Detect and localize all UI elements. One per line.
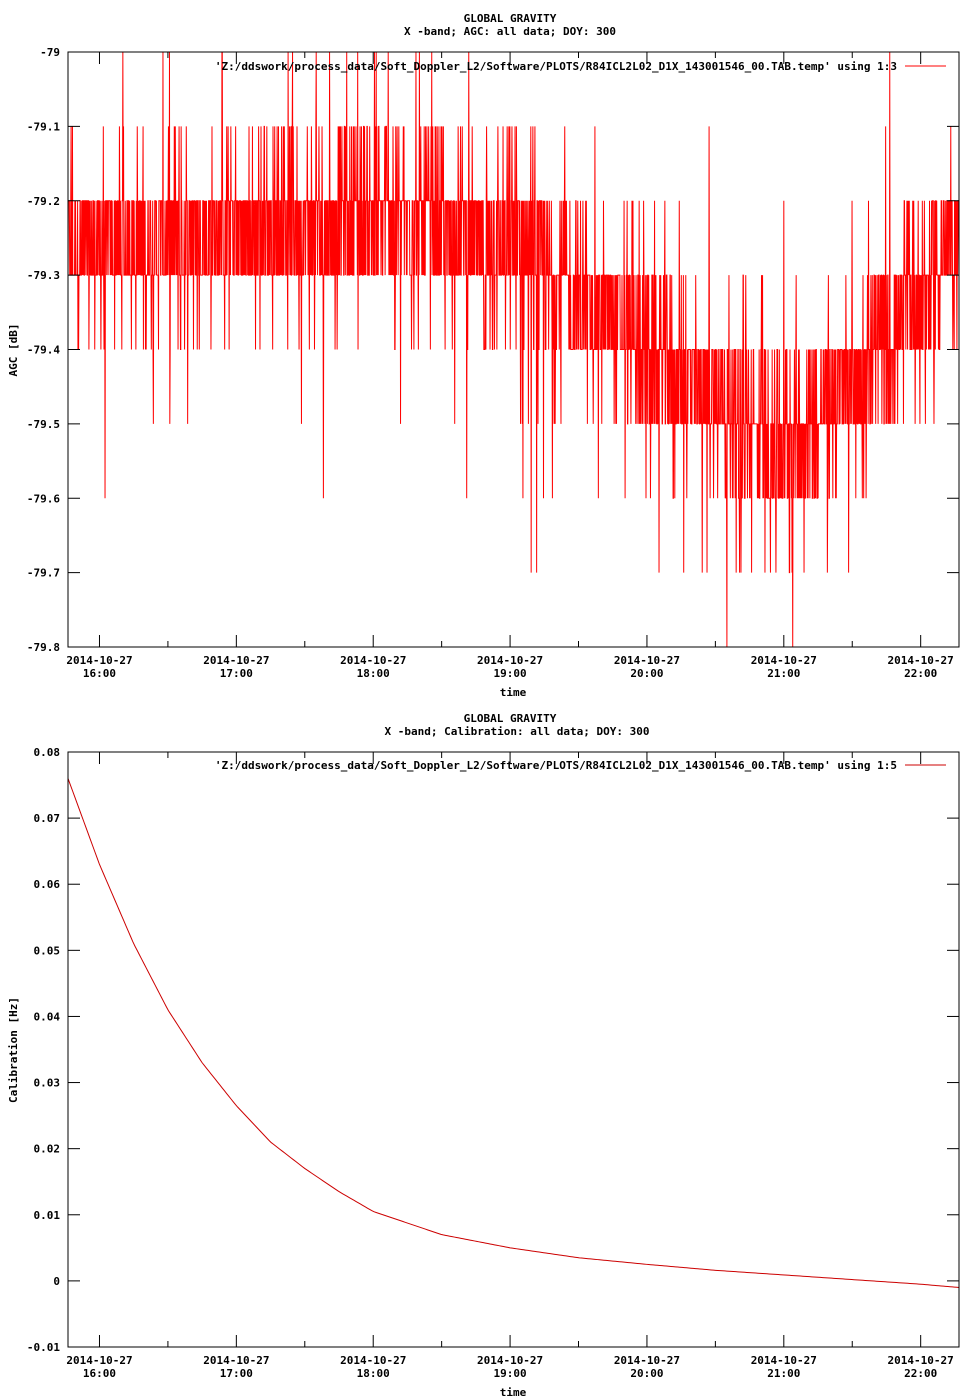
agc-x-axis-label: time [500, 686, 527, 699]
calibration-x-tick-date: 2014-10-27 [203, 1354, 269, 1367]
agc-x-tick-date: 2014-10-27 [614, 654, 680, 667]
calibration-plot-frame [67, 751, 960, 1348]
agc-y-tick-label: -79.6 [27, 492, 60, 505]
agc-x-axis: 2014-10-2716:002014-10-2717:002014-10-27… [66, 52, 954, 680]
agc-x-tick-time: 18:00 [357, 667, 390, 680]
calibration-y-tick-label: -0.01 [27, 1341, 60, 1354]
agc-y-tick-label: -79.1 [27, 120, 60, 133]
calibration-y-tick-label: 0.04 [34, 1010, 61, 1023]
agc-y-tick-label: -79.2 [27, 195, 60, 208]
agc-x-tick-time: 17:00 [220, 667, 253, 680]
agc-y-axis: -79 -79.1 -79.2 -79.3 -79.4 -79.5 -79.6 -79.7 -7… [27, 46, 959, 654]
calibration-x-tick-date: 2014-10-27 [614, 1354, 680, 1367]
calibration-chart-title: GLOBAL GRAVITY [464, 712, 557, 725]
calibration-x-tick-time: 21:00 [767, 1367, 800, 1380]
calibration-y-tick-label: 0.08 [34, 746, 61, 759]
calibration-y-tick-label: 0.07 [34, 812, 61, 825]
agc-x-tick-time: 19:00 [494, 667, 527, 680]
calibration-series [68, 778, 959, 1288]
calibration-x-tick-time: 16:00 [83, 1367, 116, 1380]
calibration-x-axis-label: time [500, 1386, 527, 1399]
agc-x-tick-time: 22:00 [904, 667, 937, 680]
calibration-chart-subtitle: X -band; Calibration: all data; DOY: 300 [385, 725, 650, 738]
calibration-y-tick-label: 0.06 [34, 878, 61, 891]
agc-y-tick-label: -79.5 [27, 418, 60, 431]
agc-series [68, 52, 959, 647]
calibration-x-tick-date: 2014-10-27 [477, 1354, 543, 1367]
calibration-x-tick-date: 2014-10-27 [66, 1354, 132, 1367]
agc-x-tick-date: 2014-10-27 [66, 654, 132, 667]
calibration-chart: GLOBAL GRAVITY X -band; Calibration: all… [7, 712, 960, 1399]
calibration-y-tick-label: 0.03 [34, 1077, 61, 1090]
calibration-x-tick-time: 22:00 [904, 1367, 937, 1380]
calibration-x-tick-time: 18:00 [357, 1367, 390, 1380]
calibration-y-tick-label: 0.01 [34, 1209, 61, 1222]
agc-y-tick-label: -79.4 [27, 344, 60, 357]
agc-x-tick-date: 2014-10-27 [477, 654, 543, 667]
calibration-legend-text: 'Z:/ddswork/process_data/Soft_Doppler_L2… [215, 759, 897, 772]
calibration-y-axis-label: Calibration [Hz] [7, 997, 20, 1103]
calibration-x-tick-date: 2014-10-27 [340, 1354, 406, 1367]
calibration-x-tick-time: 19:00 [494, 1367, 527, 1380]
agc-x-tick-date: 2014-10-27 [203, 654, 269, 667]
agc-y-tick-label: -79 [40, 46, 60, 59]
calibration-x-tick-date: 2014-10-27 [888, 1354, 954, 1367]
agc-chart-subtitle: X -band; AGC: all data; DOY: 300 [404, 25, 616, 38]
agc-series-line [68, 52, 959, 647]
agc-x-tick-date: 2014-10-27 [751, 654, 817, 667]
calibration-x-axis: 2014-10-2716:002014-10-2717:002014-10-27… [66, 752, 954, 1380]
agc-x-tick-date: 2014-10-27 [340, 654, 406, 667]
calibration-x-tick-time: 17:00 [220, 1367, 253, 1380]
calibration-series-line [68, 778, 959, 1288]
agc-y-tick-label: -79.3 [27, 269, 60, 282]
calibration-y-tick-label: 0 [53, 1275, 60, 1288]
agc-x-tick-time: 16:00 [83, 667, 116, 680]
agc-legend-text: 'Z:/ddswork/process_data/Soft_Doppler_L2… [215, 60, 897, 73]
agc-y-tick-label: -79.7 [27, 567, 60, 580]
agc-chart: GLOBAL GRAVITY X -band; AGC: all data; D… [7, 12, 960, 699]
calibration-y-tick-label: 0.02 [34, 1143, 61, 1156]
calibration-x-tick-time: 20:00 [630, 1367, 663, 1380]
agc-x-tick-time: 21:00 [767, 667, 800, 680]
agc-x-tick-time: 20:00 [630, 667, 663, 680]
agc-chart-title: GLOBAL GRAVITY [464, 12, 557, 25]
calibration-x-tick-date: 2014-10-27 [751, 1354, 817, 1367]
calibration-y-tick-label: 0.05 [34, 944, 61, 957]
agc-x-tick-date: 2014-10-27 [888, 654, 954, 667]
agc-y-tick-label: -79.8 [27, 641, 60, 654]
agc-y-axis-label: AGC [dB] [7, 324, 20, 377]
calibration-y-axis: 0.08 0.07 0.06 0.05 0.04 0.03 0.02 0.01 0 -0.01 [27, 746, 959, 1354]
